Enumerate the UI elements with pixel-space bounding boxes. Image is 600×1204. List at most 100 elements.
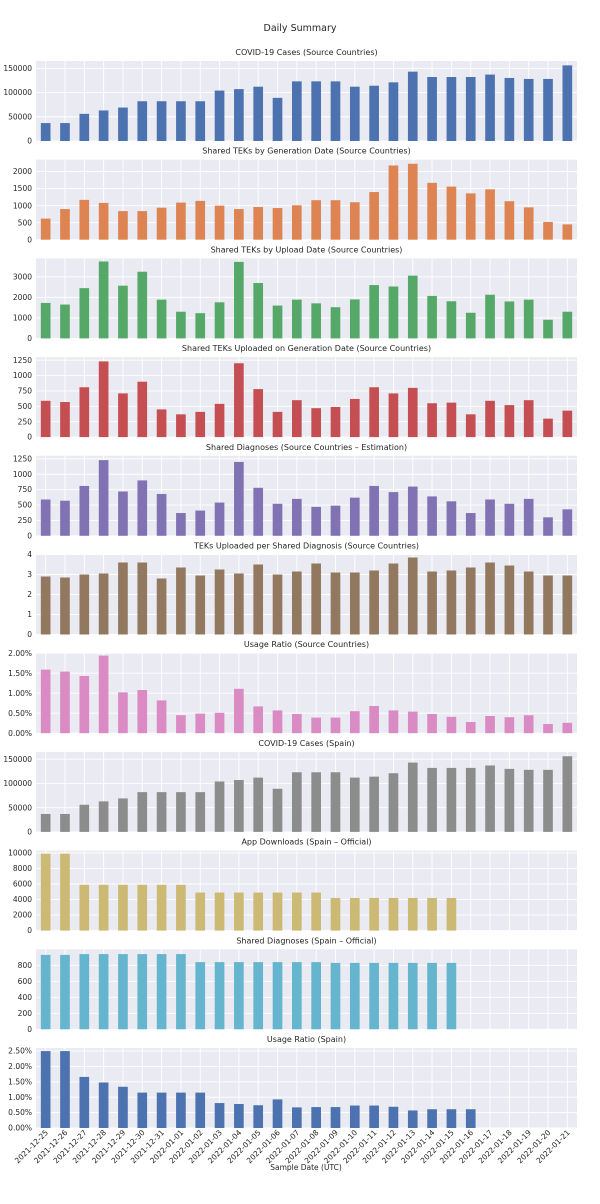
bar <box>465 1109 476 1128</box>
bar <box>79 884 90 931</box>
bar <box>427 182 437 240</box>
bar <box>369 706 379 734</box>
y-tick-label: 0 <box>27 531 32 540</box>
panel-title: Shared TEKs by Upload Date (Source Count… <box>211 245 403 254</box>
bar <box>137 480 148 536</box>
bar <box>504 768 515 832</box>
panel-title: Shared Diagnoses (Source Countries – Est… <box>206 443 407 452</box>
y-tick-label: 1500 <box>13 184 32 193</box>
bar <box>485 189 495 240</box>
bar <box>388 393 399 438</box>
bar <box>543 221 553 240</box>
bar <box>388 710 399 734</box>
bar <box>176 884 186 931</box>
bar <box>446 1109 457 1128</box>
y-tick-label: 800 <box>18 961 33 970</box>
bar <box>156 578 167 635</box>
bar <box>349 1105 360 1128</box>
y-tick-label: 750 <box>18 387 33 396</box>
bar <box>98 801 109 832</box>
bar <box>369 776 379 832</box>
bar <box>234 261 244 339</box>
chart-panel: COVID-19 Cases (Source Countries) 0 50000 1… <box>3 48 577 146</box>
bar <box>137 884 148 931</box>
bar <box>176 513 186 536</box>
bar <box>60 304 70 339</box>
bar <box>60 813 70 832</box>
bar <box>272 208 283 240</box>
y-tick-label: 0 <box>27 137 32 146</box>
plot-area <box>36 850 577 931</box>
bar <box>446 897 457 931</box>
bar <box>407 387 418 438</box>
bar <box>446 301 457 339</box>
bar <box>311 962 321 1030</box>
bar <box>118 285 128 339</box>
bar <box>176 567 186 635</box>
y-tick-label: 50000 <box>8 803 32 812</box>
bar <box>234 573 244 635</box>
bar <box>485 294 495 339</box>
bar <box>369 897 379 931</box>
bar <box>485 765 495 832</box>
bar <box>330 406 341 438</box>
bar <box>234 89 244 141</box>
bar <box>137 101 148 141</box>
bar <box>407 557 418 635</box>
bar <box>504 301 515 339</box>
chart-panel: Shared Diagnoses (Spain – Official) 0 200 4… <box>18 936 577 1034</box>
bar <box>214 569 225 635</box>
x-axis-label: Sample Date (UTC) <box>270 1163 342 1172</box>
bar <box>137 271 148 339</box>
bar <box>446 501 457 536</box>
bar <box>504 717 515 734</box>
bar <box>176 101 186 141</box>
bar <box>388 492 399 536</box>
bar <box>292 714 302 734</box>
panel-title: COVID-19 Cases (Source Countries) <box>235 48 377 57</box>
bar <box>543 769 553 832</box>
bar <box>427 77 437 141</box>
y-tick-label: 100000 <box>3 88 32 97</box>
bar <box>465 722 476 734</box>
bar <box>349 711 360 734</box>
bar <box>40 813 51 832</box>
bar <box>253 1105 264 1128</box>
bar <box>330 505 341 536</box>
bar <box>118 107 128 141</box>
bar <box>234 688 244 734</box>
y-tick-label: 1.00% <box>8 1093 32 1102</box>
bar <box>176 1092 186 1128</box>
bar <box>176 792 186 832</box>
panel-title: App Downloads (Spain – Official) <box>241 838 371 847</box>
bar <box>465 312 476 339</box>
y-tick-label: 500 <box>18 402 33 411</box>
y-tick-label: 4000 <box>13 895 32 904</box>
bar <box>504 503 515 536</box>
chart-panel: Shared Diagnoses (Source Countries – Est… <box>13 443 577 540</box>
panel-title: TEKs Uploaded per Shared Diagnosis (Sour… <box>193 542 419 551</box>
bar <box>369 485 379 536</box>
bar <box>253 962 264 1030</box>
bar <box>253 283 264 339</box>
bar <box>176 954 186 1030</box>
bar <box>234 962 244 1030</box>
bar <box>79 574 90 635</box>
bar <box>446 402 457 438</box>
bar <box>311 892 321 931</box>
bar <box>485 716 495 734</box>
plot-area <box>36 949 577 1030</box>
bar <box>195 962 206 1030</box>
bar <box>234 363 244 438</box>
bar <box>118 211 128 240</box>
bar <box>543 724 553 734</box>
plot-area <box>36 455 577 536</box>
bar <box>272 503 283 536</box>
bar <box>98 261 109 339</box>
bar <box>156 792 167 832</box>
y-tick-label: 2000 <box>13 293 32 302</box>
bar <box>485 74 495 141</box>
bar <box>407 275 418 339</box>
bar <box>427 496 437 536</box>
bar <box>407 762 418 832</box>
